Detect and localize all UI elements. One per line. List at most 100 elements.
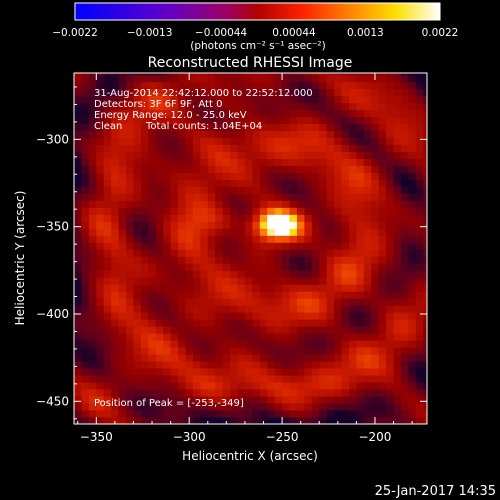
heatmap-cell <box>334 123 342 132</box>
heatmap-cell <box>334 382 342 390</box>
heatmap-cell <box>400 186 409 194</box>
heatmap-cell <box>237 109 246 118</box>
heatmap-cell <box>393 144 402 152</box>
heatmap-cell <box>252 270 261 278</box>
heatmap-cell <box>393 235 402 243</box>
heatmap-cell <box>393 382 402 390</box>
heatmap-cell <box>282 186 290 194</box>
heatmap-cell <box>319 340 328 348</box>
heatmap-cell <box>408 270 417 278</box>
heatmap-cell <box>341 410 350 418</box>
heatmap-cell <box>178 116 186 125</box>
heatmap-cell <box>118 389 127 397</box>
heatmap-cell <box>133 396 142 404</box>
heatmap-cell <box>363 74 372 83</box>
heatmap-cell <box>103 242 112 250</box>
heatmap-cell <box>304 312 313 320</box>
heatmap-cell <box>408 102 417 111</box>
heatmap-cell <box>408 333 417 341</box>
heatmap-cell <box>185 235 194 243</box>
heatmap-cell <box>126 116 134 125</box>
heatmap-cell <box>88 361 97 369</box>
heatmap-cell <box>304 340 313 348</box>
heatmap-cell <box>81 242 90 250</box>
heatmap-cell <box>304 242 313 250</box>
heatmap-cell <box>215 95 224 104</box>
heatmap-cell <box>393 200 402 208</box>
heatmap-cell <box>252 340 261 348</box>
heatmap-cell <box>408 368 417 376</box>
heatmap-cell <box>237 298 246 306</box>
heatmap-cell <box>88 326 97 334</box>
heatmap-cell <box>341 249 350 257</box>
heatmap-cell <box>148 116 157 125</box>
heatmap-cell <box>348 375 357 383</box>
heatmap-cell <box>118 186 127 194</box>
heatmap-cell <box>244 172 253 180</box>
heatmap-cell <box>140 270 149 278</box>
heatmap-cell <box>244 361 253 369</box>
heatmap-cell <box>126 410 134 418</box>
heatmap-cell <box>140 403 149 411</box>
heatmap-cell <box>371 270 380 278</box>
heatmap-cell <box>282 228 290 236</box>
heatmap-cell <box>170 284 179 292</box>
heatmap-cell <box>148 207 157 215</box>
heatmap-cell <box>400 312 409 320</box>
heatmap-cell <box>148 368 157 376</box>
heatmap-cell <box>400 235 409 243</box>
x-tick-label: −250 <box>266 430 299 444</box>
heatmap-cell <box>393 410 402 418</box>
heatmap-cell <box>282 326 290 334</box>
heatmap-cell <box>423 417 427 424</box>
heatmap-cell <box>289 235 298 243</box>
heatmap-cell <box>319 81 328 90</box>
heatmap-cell <box>81 151 90 159</box>
heatmap-cell <box>140 312 149 320</box>
heatmap-cell <box>155 95 164 104</box>
heatmap-cell <box>178 81 186 90</box>
heatmap-cell <box>88 340 97 348</box>
heatmap-cell <box>163 270 172 278</box>
heatmap-cell <box>237 130 246 139</box>
heatmap-cell <box>296 81 305 90</box>
heatmap-cell <box>393 193 402 201</box>
heatmap-cell <box>296 151 305 159</box>
heatmap-cell <box>178 417 186 424</box>
heatmap-cell <box>185 270 194 278</box>
heatmap-cell <box>334 347 342 355</box>
heatmap-cell <box>408 151 417 159</box>
heatmap-cell <box>282 151 290 159</box>
heatmap-cell <box>215 137 224 145</box>
heatmap-cell <box>415 249 424 257</box>
heatmap-cell <box>244 312 253 320</box>
heatmap-cell <box>96 340 105 348</box>
heatmap-cell <box>423 172 427 180</box>
heatmap-cell <box>304 326 313 334</box>
heatmap-cell <box>334 361 342 369</box>
heatmap-cell <box>400 354 409 362</box>
heatmap-cell <box>96 347 105 355</box>
heatmap-cell <box>103 354 112 362</box>
heatmap-cell <box>252 95 261 104</box>
heatmap-cell <box>274 368 283 376</box>
heatmap-cell <box>140 361 149 369</box>
heatmap-cell <box>96 326 105 334</box>
heatmap-cell <box>170 88 179 97</box>
heatmap-cell <box>386 172 394 180</box>
heatmap-cell <box>244 249 253 257</box>
heatmap-cell <box>423 312 427 320</box>
heatmap-cell <box>415 256 424 264</box>
heatmap-cell <box>252 277 261 285</box>
heatmap-cell <box>96 73 105 76</box>
heatmap-cell <box>118 207 127 215</box>
heatmap-cell <box>200 158 209 166</box>
heatmap-cell <box>111 144 119 152</box>
heatmap-cell <box>267 263 276 271</box>
heatmap-cell <box>371 305 380 313</box>
heatmap-cell <box>326 214 335 222</box>
heatmap-cell <box>74 354 82 362</box>
heatmap-cell <box>74 403 82 411</box>
heatmap-cell <box>192 221 201 229</box>
heatmap-cell <box>371 256 380 264</box>
